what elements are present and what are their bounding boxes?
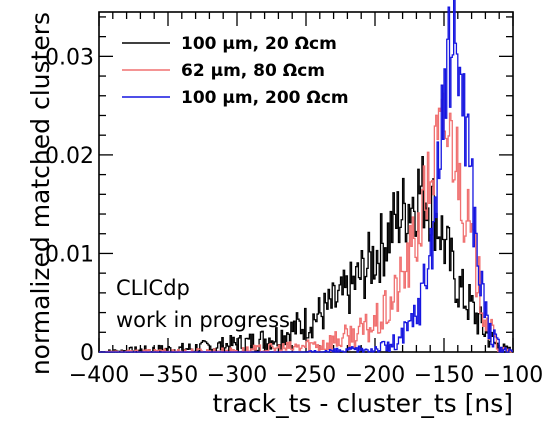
series-line-2: [99, 92, 513, 353]
y-tick-label: 0.03: [45, 45, 94, 70]
y-tick-labels: 0 0.01 0.02 0.03: [45, 45, 94, 366]
legend: 100 μm, 20 Ωcm 62 μm, 80 Ωcm 100 μm, 200 Ω…: [122, 34, 349, 108]
annotation-clicdp: CLICdp: [116, 276, 190, 300]
legend-label-1: 100 μm, 20 Ωcm: [181, 34, 337, 54]
y-tick-label: 0.01: [45, 242, 94, 267]
x-tick-label: −150: [414, 363, 474, 388]
annotation-work-in-progress: work in progress: [116, 308, 290, 332]
x-axis-label: track_ts - cluster_ts [ns]: [212, 389, 513, 418]
y-axis-label: normalized matched clusters: [26, 12, 55, 375]
x-tick-label: −100: [483, 363, 543, 388]
series-line-1: [99, 156, 513, 353]
x-tick-label: −250: [276, 363, 336, 388]
x-tick-label: −300: [207, 363, 267, 388]
x-tick-labels: −400 −350 −300 −250 −200 −150 −100: [69, 363, 543, 388]
series-layer: [99, 0, 513, 353]
x-tick-label: −350: [138, 363, 198, 388]
x-tick-label: −400: [69, 363, 129, 388]
legend-label-2: 62 μm, 80 Ωcm: [181, 61, 325, 81]
y-tick-label: 0: [80, 341, 94, 366]
series-line-3: [99, 0, 513, 353]
y-tick-label: 0.02: [45, 144, 94, 169]
x-tick-label: −200: [345, 363, 405, 388]
legend-label-3: 100 μm, 200 Ωcm: [181, 88, 349, 108]
